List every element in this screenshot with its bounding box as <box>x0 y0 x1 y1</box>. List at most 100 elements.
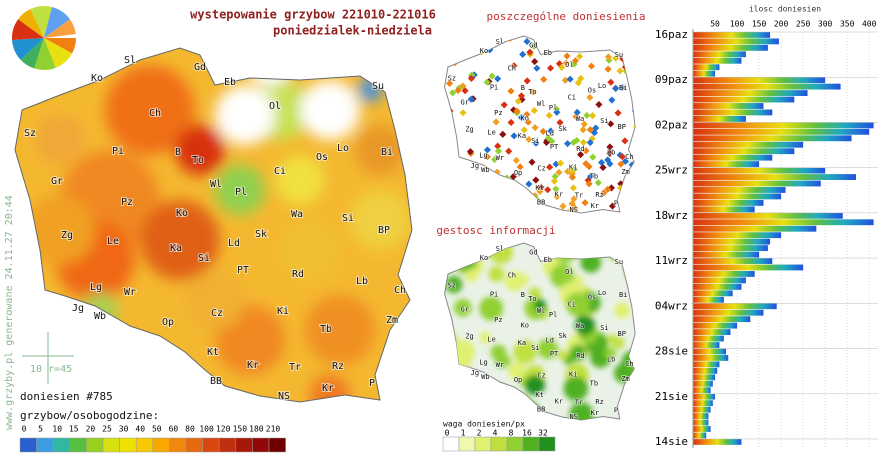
region-label: Kr <box>247 360 259 371</box>
report-dot <box>618 153 626 161</box>
region-label: P <box>614 200 618 208</box>
legend-label: 15 <box>69 425 79 434</box>
density-blob <box>490 344 507 361</box>
region-label: Ci <box>568 94 576 102</box>
region-label: Rz <box>595 398 603 406</box>
report-dot <box>579 126 587 134</box>
report-dot <box>636 166 643 173</box>
legend-label: 20 <box>86 425 96 434</box>
report-dot <box>591 210 599 213</box>
report-dot <box>617 160 625 168</box>
bar <box>693 342 720 348</box>
report-dot <box>448 193 456 201</box>
heat-blob <box>280 220 340 280</box>
report-dot <box>608 96 616 104</box>
region-label: Sk <box>558 332 567 340</box>
region-label: Le <box>487 336 495 344</box>
report-dot <box>627 44 635 52</box>
report-dot <box>530 42 538 50</box>
region-label: Pz <box>121 197 133 208</box>
region-label: Ld <box>228 238 240 249</box>
heat-blob <box>215 165 265 215</box>
pie-slice <box>12 19 45 41</box>
bar <box>693 413 709 419</box>
y-tick-label: 02paz <box>655 118 688 131</box>
region-label: B <box>521 84 525 92</box>
report-dot <box>643 41 650 48</box>
region-label: Pz <box>494 316 502 324</box>
report-dot <box>587 172 595 180</box>
region-label: Jg <box>471 369 479 377</box>
report-dot <box>478 173 486 181</box>
bar <box>693 57 742 64</box>
legend-swatch <box>458 436 476 452</box>
region-label: PT <box>550 350 559 358</box>
report-dot <box>519 50 527 58</box>
bar <box>693 348 727 355</box>
region-label: B <box>175 147 181 158</box>
report-dot <box>489 183 498 191</box>
legend-swatch <box>506 436 524 452</box>
region-label: Zg <box>61 230 73 241</box>
density-blob <box>504 271 525 292</box>
report-dot <box>465 49 473 57</box>
density-blob <box>445 379 469 404</box>
region-label: Zm <box>621 168 629 176</box>
region-label: NS <box>570 413 578 421</box>
region-label: P <box>369 378 375 389</box>
y-tick-label: 04wrz <box>655 299 688 312</box>
legend-label: 1 <box>461 429 466 438</box>
report-dot <box>620 190 628 198</box>
report-dot <box>459 109 467 117</box>
region-label: Rd <box>292 269 304 280</box>
region-label: Lo <box>598 82 606 90</box>
y-tick-label: 28sie <box>655 345 688 358</box>
density-blob <box>445 275 463 294</box>
region-label: To <box>528 88 536 96</box>
report-dot <box>559 202 567 210</box>
region-label: Gd <box>529 42 537 50</box>
region-label: Os <box>588 294 596 302</box>
heat-blob <box>140 200 220 280</box>
report-dot <box>466 148 474 156</box>
legend-swatch <box>235 437 253 453</box>
region-label: Ol <box>565 268 573 276</box>
region-label: Tr <box>575 399 583 407</box>
bar <box>693 174 856 180</box>
legend-label: 80 <box>185 425 195 434</box>
pie-slice <box>44 38 76 54</box>
report-dot <box>618 84 626 92</box>
report-dot <box>513 107 521 115</box>
report-dot <box>510 132 518 140</box>
region-label: Le <box>487 129 495 137</box>
report-dot <box>476 190 484 198</box>
report-dot <box>580 120 588 128</box>
report-dot <box>614 109 622 117</box>
bar <box>693 374 716 381</box>
heat-blob <box>300 80 360 140</box>
legend-swatch <box>490 436 508 452</box>
report-dot <box>506 216 513 223</box>
region-label: Bi <box>619 291 627 299</box>
report-dot <box>638 162 645 169</box>
bar <box>693 64 720 71</box>
report-dot <box>448 202 456 210</box>
region-label: Lb <box>356 276 368 287</box>
report-dot <box>524 201 532 210</box>
region-label: B <box>521 291 525 299</box>
title: wystepowanie grzybow 221010-221016 <box>190 8 436 22</box>
region-label: Ld <box>546 337 554 345</box>
legend-label: 180 <box>249 425 264 434</box>
region-label: Kt <box>535 391 543 399</box>
report-dot <box>586 93 594 102</box>
report-dot <box>550 177 558 185</box>
region-label: P <box>614 407 618 415</box>
legend-swatch <box>185 437 203 453</box>
report-dot <box>454 86 462 95</box>
report-dot <box>621 137 629 145</box>
region-label: Tb <box>590 380 598 388</box>
legend-label: 10 <box>52 425 62 434</box>
region-label: Wa <box>576 322 584 330</box>
region-label: Kr <box>555 191 563 199</box>
bar <box>693 128 870 135</box>
